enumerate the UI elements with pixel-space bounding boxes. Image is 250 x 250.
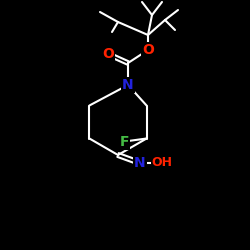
Text: F: F xyxy=(120,134,129,148)
Text: O: O xyxy=(102,47,114,61)
Text: N: N xyxy=(122,78,134,92)
Text: O: O xyxy=(142,43,154,57)
Text: OH: OH xyxy=(152,156,172,170)
Text: N: N xyxy=(134,156,146,170)
